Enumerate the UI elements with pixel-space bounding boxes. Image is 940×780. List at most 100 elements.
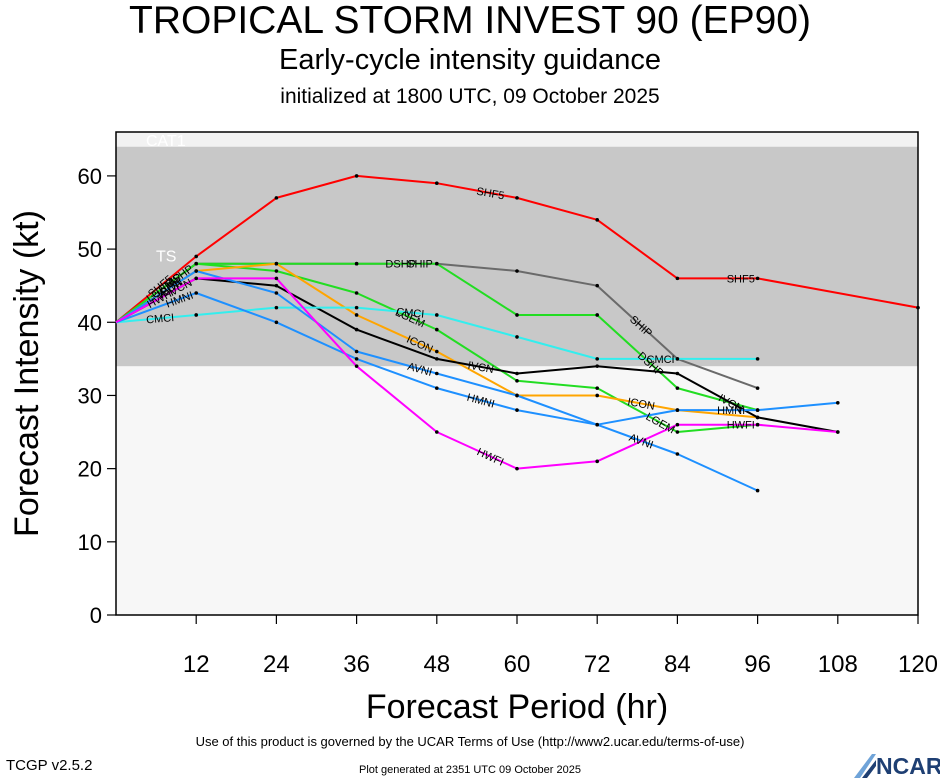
series-label-hmni: HMNI [717,405,745,417]
y-tick-label: 60 [78,164,102,189]
data-point-lgem [354,291,359,295]
data-point-hmni [354,357,359,361]
band-cat1 [116,132,918,147]
data-point-dshp [595,313,599,317]
data-point-hmni [595,422,599,427]
data-point-avni [675,452,680,456]
data-point-dshp [675,386,680,390]
x-tick-label: 108 [818,651,858,678]
intensity-bands: TS CAT1 [116,132,918,615]
data-point-hwfi [755,422,760,427]
data-point-hwfi [595,459,599,464]
series-label-ship: SHIP [407,259,433,271]
data-point-icon [274,261,279,266]
ncar-logo-text: NCAR [876,753,940,779]
data-point-shf5 [274,196,279,200]
data-point-ivcn [595,364,599,368]
data-point-ivcn [274,283,279,288]
data-point-dshp [354,261,359,266]
data-point-hmni [836,400,840,405]
data-point-hmni [194,291,198,295]
data-point-shf5 [675,276,680,281]
x-tick-label: 60 [504,651,531,678]
x-tick-label: 84 [664,651,691,678]
data-point-ivcn [354,327,359,332]
y-tick-label: 30 [78,383,102,408]
data-point-avni [435,371,439,376]
data-point-hwfi [675,422,680,427]
data-point-hwfi [515,466,519,471]
band-label-ts: TS [156,249,176,266]
data-point-shf5 [595,218,599,222]
y-axis-title: Forecast Intensity (kt) [8,210,46,537]
data-point-cmci [435,313,439,317]
data-point-ivcn [675,371,680,376]
data-point-shf5 [194,254,198,259]
chart-title: TROPICAL STORM INVEST 90 (EP90) [129,0,811,42]
x-tick-label: 96 [744,651,771,678]
data-point-cmci [595,357,599,361]
init-time: initialized at 1800 UTC, 09 October 2025 [280,85,660,108]
x-tick-label: 120 [898,651,938,678]
data-point-hmni [755,408,760,412]
series-lines [115,174,920,493]
data-point-icon [435,349,439,354]
axes [107,131,919,624]
data-point-shf5 [916,305,920,310]
data-point-avni [755,488,760,493]
series-label-cmci: CMCI [396,306,425,320]
data-point-ship [595,283,599,288]
y-tick-label: 40 [78,310,102,335]
data-point-shf5 [515,196,519,200]
data-point-cmci [675,357,680,361]
band-ts [116,146,918,367]
data-point-icon [595,393,599,398]
y-tick-label: 50 [78,237,102,262]
series-label-cmci: CMCI [146,312,175,326]
data-point-hmni [435,386,439,390]
x-axis-title: Forecast Period (hr) [366,688,668,726]
data-point-lgem [194,261,198,266]
y-tick-label: 10 [78,530,102,555]
x-tick-label: 72 [584,651,611,678]
data-point-hwfi [194,276,198,281]
series-label-cmci: CMCI [647,354,675,366]
data-point-hwfi [836,430,840,434]
series-label-hwfi: HWFI [727,420,755,432]
ncar-swoosh-icon [854,754,876,778]
data-point-lgem [675,430,680,434]
x-tick-label: 36 [343,651,370,678]
data-point-avni [354,349,359,354]
data-point-ivcn [435,357,439,361]
data-point-cmci [274,305,279,310]
data-point-ivcn [515,371,519,376]
y-tick-label: 0 [90,603,102,628]
data-point-icon [354,313,359,317]
axis-labels: 0 10 20 30 40 50 60 12 24 36 48 60 72 84 96 108 120 Forec… [8,164,938,726]
data-point-hmni [274,320,279,325]
x-tick-label: 24 [263,651,290,678]
generated-time: Plot generated at 2351 UTC 09 October 20… [359,764,581,776]
data-point-avni [194,269,198,273]
band-label-cat1: CAT1 [146,133,186,150]
data-point-lgem [274,269,279,273]
data-point-dshp [515,313,519,317]
data-point-ship [755,386,760,390]
terms-of-use[interactable]: Use of this product is governed by the U… [195,734,745,749]
version-label: TCGP v2.5.2 [6,757,93,774]
x-tick-label: 48 [423,651,450,678]
data-point-avni [515,393,519,398]
series-line-shf5 [115,174,919,324]
data-point-ivcn [755,415,760,420]
data-point-shf5 [755,276,760,281]
series-label-ivcn: IVCN [467,360,495,377]
data-point-cmci [354,305,359,310]
data-point-hwfi [354,364,359,368]
data-point-lgem [595,386,599,390]
data-point-hmni [515,408,519,412]
series-line-hwfi [115,277,838,470]
data-point-ship [515,269,519,273]
series-label-dshp: DSHP [385,259,416,271]
data-point-dshp [435,261,439,266]
